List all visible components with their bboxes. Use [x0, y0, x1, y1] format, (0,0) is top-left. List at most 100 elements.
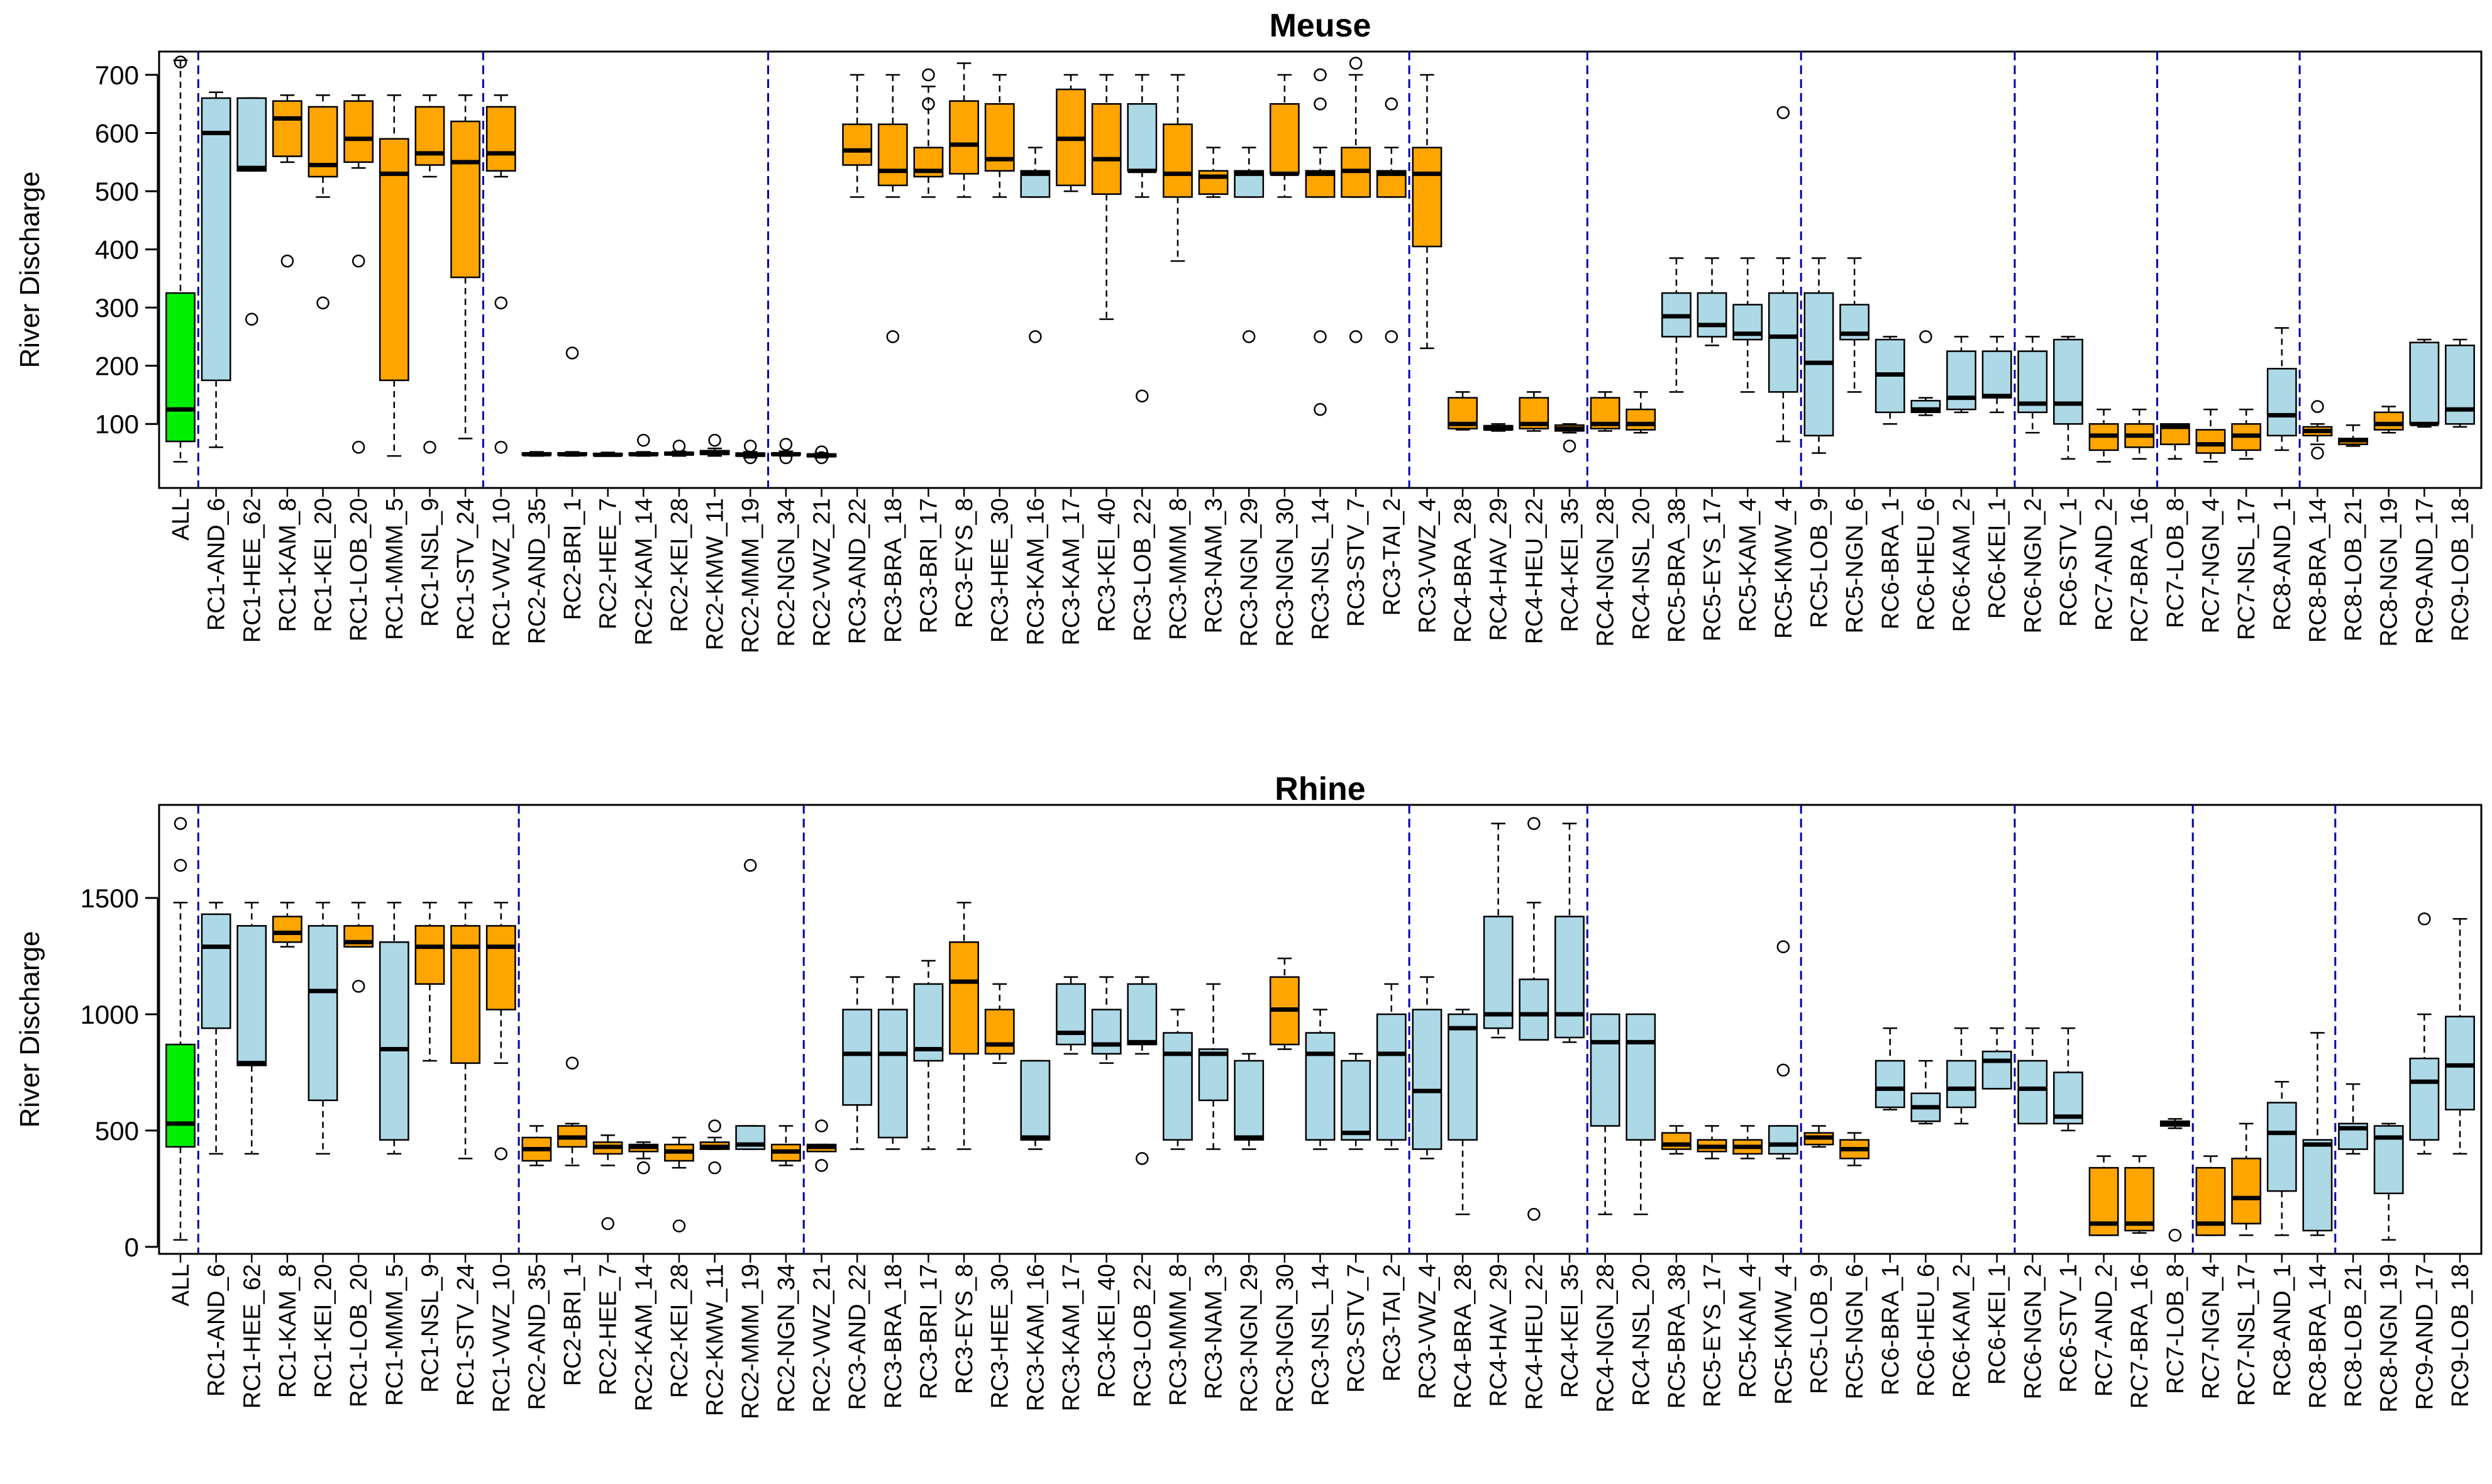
box-rect [1234, 1060, 1265, 1141]
y-axis-label: River Discharge [14, 931, 45, 1128]
box-rc4-kei-35 [1554, 423, 1585, 453]
box-rc8-lob-21 [2338, 1083, 2368, 1155]
y-tick-label: 400 [95, 235, 139, 265]
box-rect [1376, 1013, 1407, 1141]
box-rc4-bra-28 [1448, 1009, 1478, 1215]
x-tick-label: RC8-BRA_14 [2305, 1264, 2331, 1409]
box-rect [450, 120, 481, 279]
box-rect [379, 941, 409, 1141]
outlier-point [1314, 68, 1327, 82]
outlier-point [743, 858, 757, 872]
x-tick-label: RC5-LOB_9 [1806, 498, 1832, 628]
box-rc1-and-6 [201, 902, 231, 1155]
x-tick-label: RC2-KAM_14 [631, 1264, 657, 1411]
box-rc3-bra-18 [877, 74, 908, 343]
outlier-point [922, 97, 935, 111]
box-rc5-kam-4 [1732, 1125, 1763, 1160]
box-rc4-kei-35 [1554, 822, 1585, 1043]
box-rc2-hee-7 [592, 451, 623, 457]
outlier-point [494, 440, 508, 454]
box-rect [2373, 411, 2404, 431]
x-tick-label: RC3-NSL_14 [1308, 1264, 1334, 1406]
box-rc6-ngn-2 [2017, 1027, 2048, 1125]
x-tick-label: RC7-BRA_16 [2127, 1264, 2153, 1409]
x-tick-label: RC1-KEI_20 [311, 498, 337, 632]
box-rc1-lob-20 [343, 94, 374, 454]
chart-title: Rhine [1275, 771, 1365, 807]
outlier-point [743, 440, 757, 453]
outlier-point [245, 313, 258, 326]
x-tick-label: RC5-LOB_9 [1806, 1264, 1832, 1394]
box-rect [2124, 1166, 2155, 1232]
x-tick-label: RC2-AND_35 [524, 1264, 550, 1410]
outlier-point [1776, 106, 1790, 119]
box-rc3-lob-22 [1127, 74, 1158, 403]
x-tick-label: RC3-MMM_8 [1165, 498, 1192, 640]
box-rc2-kam-14 [628, 433, 659, 457]
x-tick-label: RC7-LOB_8 [2163, 1264, 2189, 1394]
outlier-point [1776, 1063, 1790, 1077]
box-rc5-bra-38 [1661, 257, 1692, 393]
y-tick-label: 300 [95, 293, 139, 323]
y-tick-label: 500 [95, 177, 139, 206]
outlier-point [815, 445, 828, 458]
box-rect [165, 1043, 196, 1148]
box-all [165, 817, 196, 1241]
x-tick-label: RC3-AND_22 [845, 498, 871, 644]
outlier-point [601, 1217, 614, 1231]
x-tick-label: ALL [168, 1264, 194, 1307]
outlier-point [1136, 389, 1149, 403]
box-rc2-mmm-19 [735, 858, 766, 1150]
x-tick-label: RC2-KAM_14 [631, 498, 657, 645]
box-rc2-kmw-11 [699, 433, 730, 457]
x-tick-label: RC3-KAM_16 [1022, 498, 1049, 645]
box-rect [949, 941, 979, 1055]
box-rc7-nsl-17 [2231, 408, 2262, 460]
box-rc4-nsl-20 [1625, 391, 1656, 434]
box-rc2-vwz-21 [806, 1119, 837, 1172]
x-tick-label: RC3-LOB_22 [1129, 1264, 1156, 1407]
box-rc3-ngn-30 [1269, 74, 1300, 198]
box-rc1-kam-8 [272, 94, 302, 268]
outlier-point [779, 451, 793, 465]
box-rect [949, 100, 979, 175]
x-tick-label: RC1-MMM_5 [382, 1264, 408, 1406]
x-tick-label: RC6-HEU_6 [1913, 498, 1939, 631]
outlier-point [1527, 817, 1541, 830]
box-rc1-kei-20 [307, 902, 338, 1155]
box-rc5-lob-9 [1803, 1125, 1834, 1148]
x-tick-label: RC1-KAM_8 [275, 498, 301, 632]
box-rect [1554, 916, 1585, 1039]
outlier-point [1919, 330, 1932, 343]
box-rc3-kei-40 [1091, 976, 1122, 1064]
x-tick-label: RC3-KAM_16 [1022, 1264, 1049, 1411]
box-rect [2445, 345, 2475, 425]
x-tick-label: RC2-NGN_34 [773, 1264, 800, 1413]
x-tick-label: RC1-VWZ_10 [489, 1264, 515, 1413]
box-rc3-kam-16 [1020, 147, 1051, 343]
box-rc3-nam-3 [1198, 983, 1229, 1150]
box-all [165, 55, 196, 463]
box-rect [2231, 1158, 2262, 1225]
box-rc2-kam-14 [628, 1141, 659, 1175]
outlier-point [708, 433, 721, 447]
x-tick-label: RC8-AND_1 [2269, 498, 2296, 631]
box-rc3-kam-17 [1056, 976, 1086, 1055]
box-rc3-and-22 [842, 74, 873, 198]
outlier-point [637, 433, 650, 447]
box-rc3-bra-18 [877, 976, 908, 1150]
outlier-point [1314, 402, 1327, 416]
x-tick-label: RC3-NGN_30 [1272, 1264, 1299, 1413]
box-rc3-ngn-30 [1269, 957, 1300, 1050]
x-tick-label: RC2-KEI_28 [667, 498, 693, 632]
chart-title: Meuse [1270, 8, 1371, 44]
outlier-point [1029, 330, 1042, 343]
outlier-point [1385, 330, 1398, 343]
box-rect [1661, 1132, 1692, 1150]
x-tick-label: RC1-NSL_9 [417, 498, 443, 627]
box-rc8-ngn-19 [2373, 1122, 2404, 1241]
box-rc7-and-2 [2088, 408, 2119, 463]
box-rc2-kei-28 [664, 1136, 694, 1232]
box-rc1-hee-62 [236, 902, 267, 1155]
x-tick-label: RC6-BRA_1 [1878, 498, 1904, 629]
